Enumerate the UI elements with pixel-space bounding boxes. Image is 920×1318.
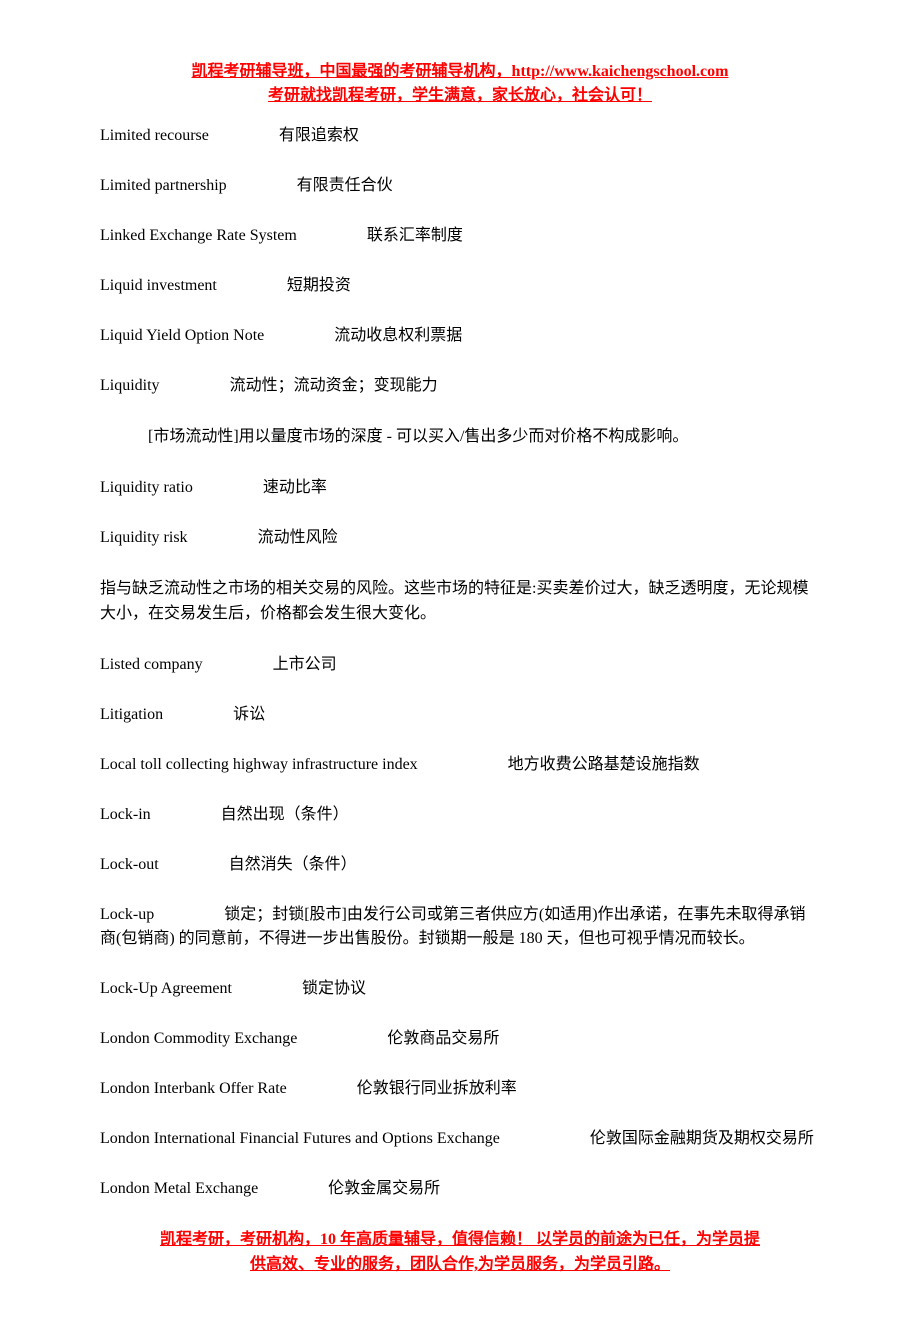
term-chinese: 自然消失（条件） <box>229 856 357 873</box>
glossary-entry: London Commodity Exchange 伦敦商品交易所 <box>100 1027 820 1051</box>
term-english: London Metal Exchange <box>100 1180 258 1197</box>
term-chinese: 流动收息权利票据 <box>334 327 462 344</box>
term-chinese: 流动性；流动资金；变现能力 <box>230 377 438 394</box>
header-line-1: 凯程考研辅导班，中国最强的考研辅导机构，http://www.kaichengs… <box>100 60 820 84</box>
term-english: Lock-in <box>100 806 151 823</box>
term-chinese: 伦敦金属交易所 <box>328 1180 440 1197</box>
term-chinese: 速动比率 <box>263 479 327 496</box>
term-english: Limited partnership <box>100 177 227 194</box>
glossary-entry: Limited recourse 有限追索权 <box>100 124 820 148</box>
glossary-entry: Liquidity 流动性；流动资金；变现能力 <box>100 374 820 398</box>
term-english: Lock-Up Agreement <box>100 980 232 997</box>
term-english: Liquid investment <box>100 277 217 294</box>
header-line-2: 考研就找凯程考研，学生满意，家长放心，社会认可！ <box>100 84 820 108</box>
glossary-entry: Liquid investment 短期投资 <box>100 274 820 298</box>
term-chinese: 短期投资 <box>287 277 351 294</box>
glossary-entry: Liquidity risk 流动性风险 <box>100 526 820 550</box>
term-english: Listed company <box>100 656 203 673</box>
term-chinese: 自然出现（条件） <box>221 806 349 823</box>
term-english: Litigation <box>100 706 163 723</box>
glossary-entry: Litigation 诉讼 <box>100 703 820 727</box>
glossary-entry: Linked Exchange Rate System 联系汇率制度 <box>100 224 820 248</box>
term-chinese: 伦敦商品交易所 <box>387 1030 499 1047</box>
glossary-entry: Local toll collecting highway infrastruc… <box>100 753 820 777</box>
term-english: Liquidity ratio <box>100 479 193 496</box>
term-english: Limited recourse <box>100 127 209 144</box>
term-english: London Commodity Exchange <box>100 1030 297 1047</box>
footer-line-1: 凯程考研，考研机构，10 年高质量辅导，值得信赖！ 以学员的前途为已任，为学员提 <box>160 1231 760 1248</box>
glossary-entry: Listed company 上市公司 <box>100 653 820 677</box>
term-english: Liquidity <box>100 377 160 394</box>
glossary-entry: Liquid Yield Option Note 流动收息权利票据 <box>100 324 820 348</box>
term-english: London Interbank Offer Rate <box>100 1080 287 1097</box>
glossary-body: Limited recourse 有限追索权 Limited partnership… <box>100 124 820 1201</box>
term-chinese: 联系汇率制度 <box>367 227 463 244</box>
glossary-note: 指与缺乏流动性之市场的相关交易的风险。这些市场的特征是:买卖差价过大，缺乏透明度… <box>100 576 820 627</box>
glossary-entry: London International Financial Futures a… <box>100 1127 820 1151</box>
document-page: 凯程考研辅导班，中国最强的考研辅导机构，http://www.kaichengs… <box>0 0 920 1318</box>
term-english: Lock-up <box>100 906 154 923</box>
term-english: Linked Exchange Rate System <box>100 227 297 244</box>
term-chinese: 有限责任合伙 <box>297 177 393 194</box>
glossary-entry: London Metal Exchange 伦敦金属交易所 <box>100 1177 820 1201</box>
term-english: Liquid Yield Option Note <box>100 327 264 344</box>
glossary-entry: Limited partnership 有限责任合伙 <box>100 174 820 198</box>
glossary-note: [市场流动性]用以量度市场的深度 - 可以买入/售出多少而对价格不构成影响。 <box>100 424 820 450</box>
page-footer: 凯程考研，考研机构，10 年高质量辅导，值得信赖！ 以学员的前途为已任，为学员提… <box>100 1227 820 1278</box>
term-english: Local toll collecting highway infrastruc… <box>100 756 418 773</box>
term-chinese: 上市公司 <box>273 656 337 673</box>
footer-line-2: 供高效、专业的服务，团队合作,为学员服务，为学员引路。 <box>250 1256 670 1273</box>
term-chinese: 诉讼 <box>233 706 265 723</box>
glossary-entry: Liquidity ratio 速动比率 <box>100 476 820 500</box>
glossary-entry: Lock-out 自然消失（条件） <box>100 853 820 877</box>
glossary-entry: Lock-in 自然出现（条件） <box>100 803 820 827</box>
page-header: 凯程考研辅导班，中国最强的考研辅导机构，http://www.kaichengs… <box>100 60 820 108</box>
term-chinese: 伦敦国际金融期货及期权交易所 <box>590 1130 814 1147</box>
glossary-entry: London Interbank Offer Rate 伦敦银行同业拆放利率 <box>100 1077 820 1101</box>
term-chinese: 有限追索权 <box>279 127 359 144</box>
term-english: Lock-out <box>100 856 159 873</box>
term-chinese: 流动性风险 <box>258 529 338 546</box>
term-chinese: 锁定；封锁[股市]由发行公司或第三者供应方(如适用)作出承诺，在事先未取得承销商… <box>100 906 806 947</box>
term-chinese: 锁定协议 <box>302 980 366 997</box>
glossary-entry: Lock-up锁定；封锁[股市]由发行公司或第三者供应方(如适用)作出承诺，在事… <box>100 903 820 951</box>
term-english: London International Financial Futures a… <box>100 1130 500 1147</box>
term-chinese: 伦敦银行同业拆放利率 <box>357 1080 517 1097</box>
glossary-entry: Lock-Up Agreement 锁定协议 <box>100 977 820 1001</box>
term-english: Liquidity risk <box>100 529 188 546</box>
term-chinese: 地方收费公路基楚设施指数 <box>508 756 700 773</box>
